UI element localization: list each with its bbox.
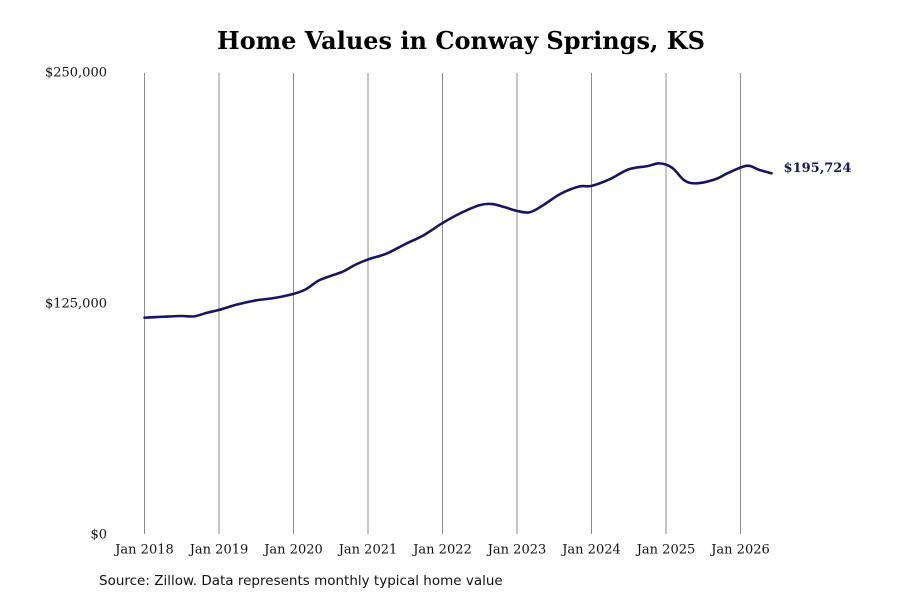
x-tick-label: Jan 2024: [560, 543, 621, 558]
x-tick-label: Jan 2022: [411, 543, 472, 558]
x-tick-label: Jan 2018: [113, 543, 174, 558]
x-tick-label: Jan 2021: [337, 543, 398, 558]
x-tick-label: Jan 2026: [709, 543, 770, 558]
x-tick-label: Jan 2023: [486, 543, 547, 558]
y-tick-label: $250,000: [45, 66, 107, 81]
x-axis-tick-labels: Jan 2018 Jan 2019 Jan 2020 Jan 2021 Jan 2022…: [113, 543, 770, 558]
y-tick-label: $125,000: [45, 297, 107, 312]
x-tick-label: Jan 2020: [262, 543, 323, 558]
x-tick-label: Jan 2025: [635, 543, 696, 558]
end-value-label-group: $195,724: [784, 161, 852, 176]
home-value-line: [143, 162, 773, 319]
end-value-label: $195,724: [784, 161, 852, 176]
chart-title: Home Values in Conway Springs, KS: [217, 26, 705, 55]
source-note: Source: Zillow. Data represents monthly …: [99, 573, 503, 589]
y-tick-label: $0: [90, 528, 107, 543]
x-tick-label: Jan 2019: [188, 543, 249, 558]
y-axis-tick-labels: $0 $125,000 $250,000: [45, 66, 107, 543]
vertical-gridlines: [144, 73, 741, 534]
series-group: [143, 162, 773, 319]
